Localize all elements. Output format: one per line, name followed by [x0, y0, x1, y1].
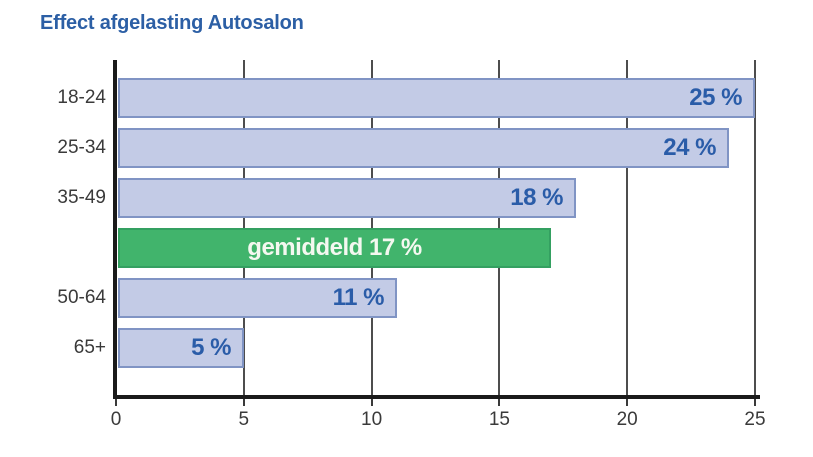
x-tick-label-5: 5 [238, 409, 250, 430]
y-axis-label-18-24: 18-24 [57, 87, 106, 108]
gridline [626, 60, 629, 395]
y-axis-label-35-49: 35-49 [57, 187, 106, 208]
bar-50-64: 11 % [118, 278, 397, 318]
gridline [754, 60, 756, 395]
x-tick-mark [626, 399, 629, 406]
x-tick-label-20: 20 [616, 409, 638, 430]
bar-value-label: 5 % [191, 334, 231, 361]
y-axis-line [113, 60, 117, 399]
x-tick-mark [498, 399, 501, 406]
bar-value-label: 25 % [689, 84, 742, 111]
gridline [242, 60, 245, 395]
gridline [498, 60, 501, 395]
bar-18-24: 25 % [118, 78, 755, 118]
y-axis-label-50-64: 50-64 [57, 287, 106, 308]
bar-value-label: gemiddeld 17 % [247, 234, 422, 261]
x-tick-label-0: 0 [110, 409, 122, 430]
y-axis-label-65+: 65+ [73, 337, 106, 358]
bar-25-34: 24 % [118, 128, 729, 168]
x-tick-label-10: 10 [361, 409, 383, 430]
bar-65+: 5 % [118, 328, 244, 368]
gridline [370, 60, 373, 395]
bar-35-49: 18 % [118, 178, 576, 218]
x-tick-mark [115, 399, 117, 406]
x-tick-label-25: 25 [744, 409, 766, 430]
chart-title: Effect afgelasting Autosalon [40, 12, 304, 34]
x-tick-mark [370, 399, 373, 406]
y-axis-label-25-34: 25-34 [57, 137, 106, 158]
bar-value-label: 18 % [510, 184, 563, 211]
x-tick-mark [754, 399, 756, 406]
bar-value-label: 24 % [663, 134, 716, 161]
bar-value-label: 11 % [332, 284, 385, 311]
bar-highlight-gemiddeld: gemiddeld 17 % [118, 228, 551, 268]
x-axis-line [113, 395, 760, 399]
x-tick-mark [242, 399, 245, 406]
x-tick-label-15: 15 [488, 409, 510, 430]
